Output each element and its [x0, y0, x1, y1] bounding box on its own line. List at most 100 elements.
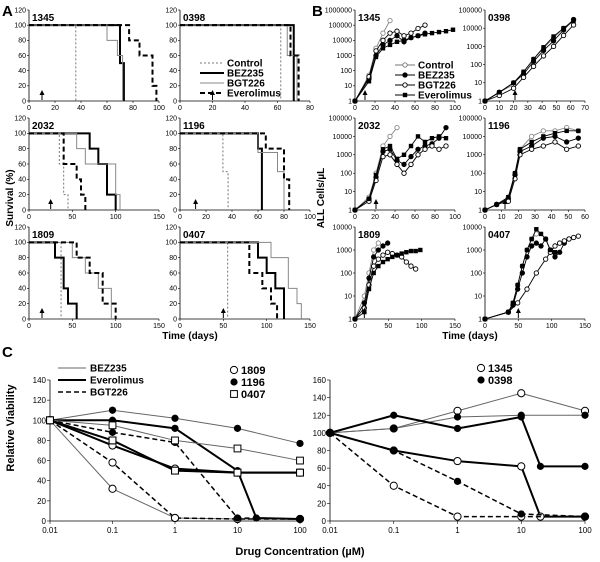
growth-point-bgt226: [373, 48, 379, 54]
growth-point-everolimus: [443, 135, 449, 141]
legend-marker-icon: [402, 72, 408, 78]
cells-plot-1809: 1 10 100 1000 10000 0 50 100 150 1809: [333, 224, 461, 330]
x-tick-label: 20: [514, 214, 522, 221]
x-tick-label: 0: [178, 323, 182, 330]
growth-point-bgt226: [408, 30, 414, 36]
y-tick-label: 100: [33, 416, 47, 425]
sample-id: 2032: [32, 121, 55, 132]
sample-id-bg: [181, 228, 213, 240]
dose-response-point: [453, 424, 462, 433]
growth-point-bgt226: [529, 146, 535, 152]
growth-point-bgt226: [436, 146, 442, 152]
growth-point-bgt226: [552, 139, 558, 145]
growth-point-bgt226: [385, 249, 391, 255]
y-tick-label: 10: [344, 189, 352, 196]
x-tick-label: 40: [391, 214, 399, 221]
x-tick-label: 20: [371, 214, 379, 221]
panel-label-a: A: [2, 3, 13, 20]
x-tick-label: 80: [431, 214, 439, 221]
y-tick-label: 20: [169, 301, 177, 308]
panel-label-c: C: [2, 344, 13, 361]
growth-point-bgt226: [387, 30, 393, 36]
growth-point-bez235: [557, 249, 563, 255]
growth-point-bgt226: [401, 33, 407, 39]
growth-point-everolimus: [376, 263, 381, 269]
sample-id: 0398: [183, 13, 206, 24]
y-tick-label: 60: [317, 464, 326, 473]
y-tick-label: 100: [340, 270, 352, 277]
y-tick-label: 20: [18, 83, 26, 90]
x-tick-label: 0: [178, 214, 182, 221]
growth-point-bgt226: [564, 146, 570, 152]
x-tick-label: 150: [449, 323, 461, 330]
growth-point-bgt226: [557, 240, 563, 246]
dose-response-point: [233, 514, 242, 522]
x-tick-label: 30: [531, 214, 539, 221]
y-tick-label: 1000: [336, 247, 352, 254]
growth-point-everolimus: [436, 29, 442, 35]
growth-point-bgt226: [561, 238, 567, 244]
y-tick-label: 0: [173, 98, 177, 105]
survival-line-control: [29, 24, 77, 101]
growth-point-bgt226: [560, 32, 567, 39]
x-tick-label: 1: [455, 526, 460, 535]
growth-point-everolimus: [399, 251, 404, 256]
growth-point-bgt226: [550, 43, 557, 50]
growth-point-everolimus: [576, 128, 581, 134]
x-tick-label: 20: [371, 105, 379, 112]
growth-point-bez235: [380, 243, 386, 249]
growth-point-control: [529, 133, 535, 140]
growth-point-bgt226: [575, 143, 581, 149]
survival-line-bgt226: [29, 241, 112, 319]
growth-point-bgt226: [401, 170, 407, 176]
growth-point-bgt226: [413, 266, 419, 272]
growth-point-everolimus: [538, 231, 544, 237]
time-x-label-b: Time (days): [442, 331, 497, 342]
growth-point-everolimus: [510, 300, 516, 306]
dose-response-point: [390, 424, 398, 433]
survival-line-bgt226: [180, 241, 302, 319]
legend-label: Control: [418, 61, 454, 72]
growth-point-bez235: [385, 240, 391, 246]
growth-point-everolimus: [482, 316, 488, 322]
dose-response-point: [46, 416, 54, 425]
x-tick-label: 0: [27, 214, 31, 221]
y-tick-label: 40: [18, 177, 26, 184]
y-tick-label: 120: [33, 396, 47, 405]
legend-label: 0407: [241, 389, 265, 401]
x-tick-label: 0: [483, 323, 487, 330]
y-tick-label: 20: [18, 301, 26, 308]
growth-point-everolimus: [408, 35, 414, 40]
legend-label: Control: [227, 59, 263, 70]
x-tick-label: 0: [178, 105, 182, 112]
y-tick-label: 60: [169, 270, 177, 277]
dose-response-point: [233, 468, 242, 477]
growth-point-bgt226: [540, 53, 547, 59]
y-tick-label: 10000: [463, 134, 483, 141]
growth-point-everolimus: [529, 236, 534, 242]
y-tick-label: 1000: [466, 247, 482, 254]
x-tick-label: 60: [411, 105, 419, 112]
growth-point-everolimus: [418, 247, 423, 253]
time-x-label-a: Time (days): [162, 331, 217, 342]
survival-line-bgt226: [180, 24, 298, 101]
growth-point-everolimus: [521, 69, 526, 75]
x-tick-label: 40: [228, 214, 236, 221]
survival-line-everolimus: [29, 241, 117, 319]
legend-label: Everolimus: [418, 91, 472, 102]
survival-line-everolimus: [180, 241, 279, 319]
growth-point-everolimus: [422, 139, 428, 145]
survival-plot-1809: 0 20 40 60 80 100 120 0 50 100 150 1809: [14, 224, 165, 330]
dose-response-point: [108, 436, 117, 445]
dose-response-point: [171, 424, 179, 432]
treatment-arrowhead-icon: [512, 90, 518, 95]
growth-point-bgt226: [543, 256, 549, 262]
growth-point-everolimus: [520, 263, 525, 269]
growth-point-bgt226: [408, 161, 414, 168]
y-tick-label: 10000: [333, 134, 353, 141]
growth-point-bgt226: [510, 85, 517, 91]
growth-point-bez235: [394, 33, 400, 39]
survival-line-bgt226: [180, 132, 285, 210]
y-tick-label: 10: [344, 83, 352, 90]
x-tick-label: 60: [581, 214, 589, 221]
